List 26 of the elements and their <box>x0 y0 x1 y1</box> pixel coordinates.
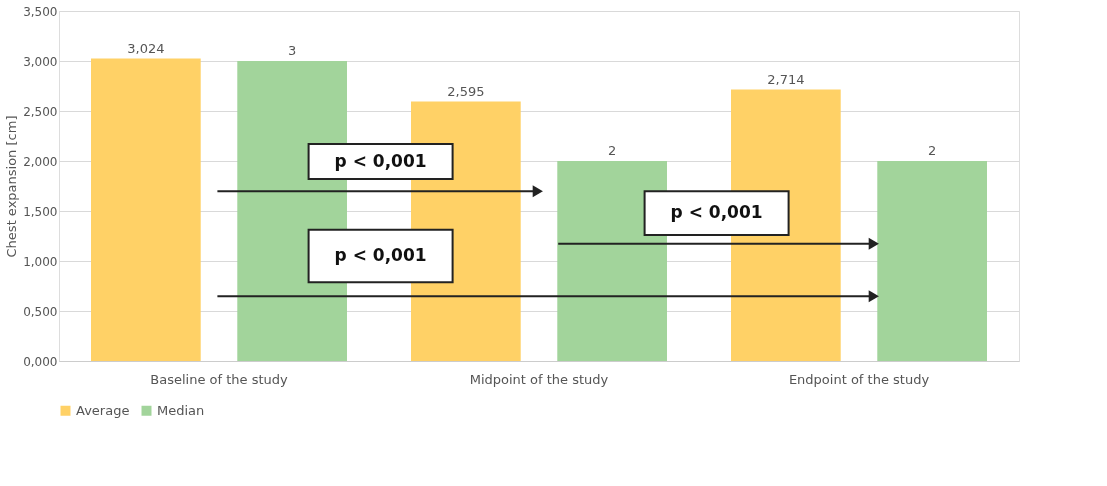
annotation: p < 0,001 <box>670 202 763 223</box>
data-label: 2 <box>608 143 617 158</box>
data-label: 2,595 <box>447 83 485 99</box>
y-axis-title: Chest expansion [cm] <box>4 115 20 258</box>
bar <box>91 58 201 361</box>
data-label: 3,024 <box>127 40 165 56</box>
y-tick-label: 0,000 <box>23 354 58 369</box>
y-tick-label: 3,000 <box>23 54 58 69</box>
x-tick-label: Baseline of the study <box>150 371 289 387</box>
annotation: p < 0,001 <box>334 150 427 171</box>
x-tick-label: Midpoint of the study <box>469 371 609 387</box>
y-tick-label: 2,500 <box>23 104 58 119</box>
data-label: 3 <box>288 43 297 58</box>
data-label: 2 <box>928 143 937 158</box>
legend-label: Average <box>76 402 130 418</box>
y-tick-label: 0,500 <box>23 304 58 319</box>
y-tick-label: 1,000 <box>23 254 58 269</box>
y-tick-label: 1,500 <box>23 204 58 219</box>
legend-label: Median <box>157 402 205 418</box>
bar <box>877 161 987 361</box>
x-tick-label: Endpoint of the study <box>788 371 930 387</box>
bar <box>557 161 667 361</box>
annotation: p < 0,001 <box>334 245 427 265</box>
y-tick-label: 3,500 <box>23 4 58 19</box>
data-label: 2,714 <box>767 71 805 87</box>
y-tick-label: 2,000 <box>23 154 58 169</box>
